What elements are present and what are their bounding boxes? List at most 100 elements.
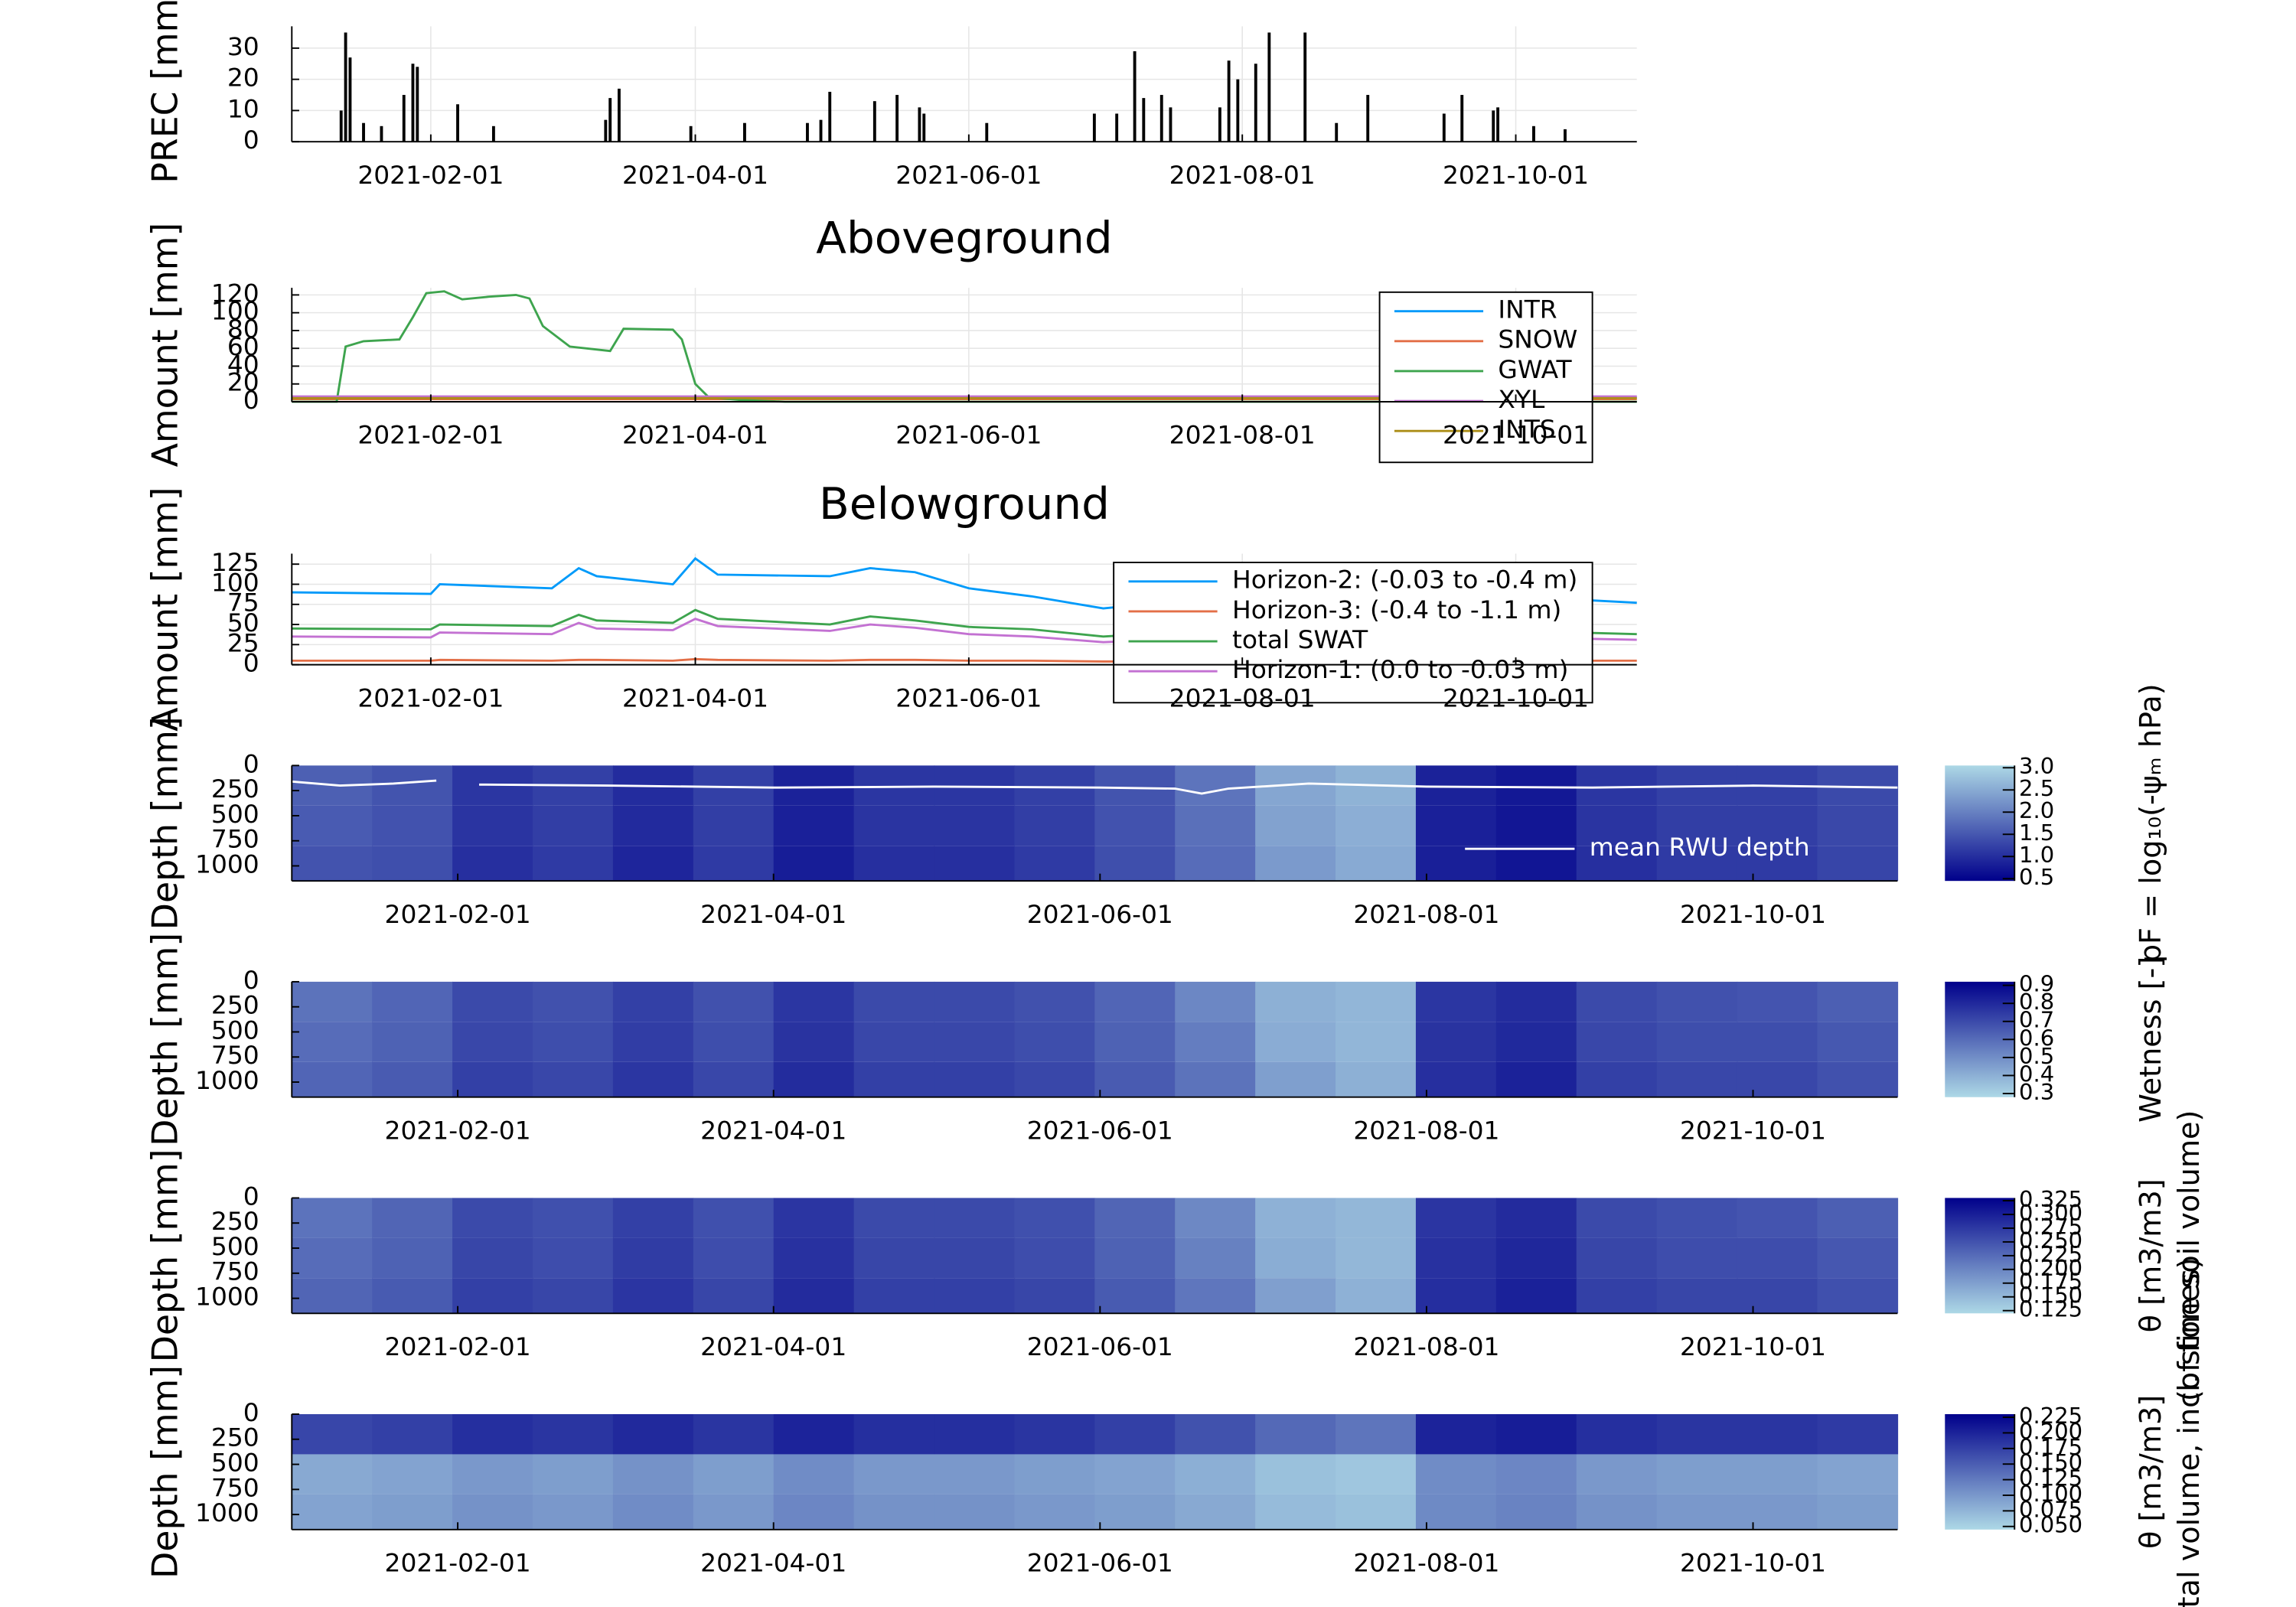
colorbar (1945, 765, 2015, 882)
heat-cell (1576, 981, 1658, 1022)
legend-label: GWAT (1498, 355, 1572, 384)
y-tick-label: 125 (211, 548, 259, 577)
heat-cell (693, 1494, 775, 1530)
heat-cell (612, 1278, 694, 1314)
heat-cell (1576, 1454, 1658, 1495)
y-axis-label: Amount [mm] (144, 487, 185, 732)
heat-cell (1415, 981, 1497, 1022)
bar (402, 95, 406, 142)
bar (689, 125, 693, 142)
heat-cell (853, 1198, 935, 1238)
heat-cell (1175, 1414, 1256, 1455)
y-tick-label: 30 (227, 32, 259, 61)
x-tick-label: 2021-02-01 (385, 1332, 531, 1361)
x-tick-label: 2021-08-01 (1169, 684, 1316, 713)
bar (1492, 110, 1495, 142)
bar (1169, 107, 1172, 142)
x-tick-label: 2021-08-01 (1169, 161, 1316, 190)
heat-cell (934, 1494, 1016, 1530)
heat-cell (773, 846, 855, 882)
heat-cell (693, 1237, 775, 1279)
x-tick-label: 2021-08-01 (1353, 900, 1499, 929)
legend-box (1378, 291, 1593, 464)
x-tick-label: 2021-06-01 (1027, 1549, 1173, 1578)
heat-cell (1656, 1237, 1738, 1279)
colorbar-tick-label: 0.125 (2019, 1296, 2082, 1322)
heat-cell (1014, 1414, 1096, 1455)
colorbar-tick-label: 0.5 (2019, 1043, 2054, 1069)
heat-cell (1737, 1022, 1818, 1062)
bar (339, 110, 343, 142)
heat-cell (853, 1414, 935, 1455)
heat-cell (1415, 805, 1497, 846)
heat-cell (292, 1278, 373, 1314)
y-tick-label: 80 (227, 315, 259, 344)
heat-cell (693, 765, 775, 806)
colorbar-tick-label: 2.5 (2019, 775, 2054, 801)
legend-label: Horizon-3: (-0.4 to -1.1 m) (1232, 595, 1561, 624)
colorbar-tick-label: 0.200 (2019, 1255, 2082, 1281)
heat-cell (1175, 765, 1256, 806)
heat-cell (533, 1494, 614, 1530)
heat-cell (533, 1237, 614, 1279)
heat-cell (934, 1454, 1016, 1495)
heat-cell (292, 1494, 373, 1530)
heat-cell (1014, 1061, 1096, 1097)
heat-cell (773, 1414, 855, 1455)
heat-cell (1656, 1278, 1738, 1314)
bar (918, 107, 921, 142)
heat-cell (1817, 805, 1899, 846)
legend-label: SNOW (1498, 325, 1577, 354)
x-tick-label: 2021-02-01 (385, 1116, 531, 1146)
heat-cell (853, 805, 935, 846)
heat-cell (533, 1414, 614, 1455)
heat-cell (693, 981, 775, 1022)
heat-cell (773, 1454, 855, 1495)
heat-cell (372, 765, 453, 806)
bar (617, 88, 621, 142)
heat-cell (773, 1022, 855, 1062)
x-tick-label: 2021-06-01 (1027, 1332, 1173, 1361)
heat-cell (1415, 846, 1497, 882)
heat-cell (1495, 1414, 1577, 1455)
heat-cell (1495, 805, 1577, 846)
bar (1236, 79, 1240, 142)
heat-cell (1656, 1198, 1738, 1238)
heat-cell (1495, 1237, 1577, 1279)
heat-cell (1255, 981, 1336, 1022)
x-tick-label: 2021-06-01 (1027, 1116, 1173, 1146)
bar (1227, 60, 1231, 142)
colorbar-tick-label: 1.0 (2019, 842, 2054, 868)
bar (872, 101, 876, 142)
heat-cell (773, 1237, 855, 1279)
heat-cell (1175, 1454, 1256, 1495)
x-tick-label: 2021-06-01 (895, 161, 1042, 190)
heat-cell (773, 765, 855, 806)
y-tick-label: 1000 (195, 1283, 259, 1312)
heat-cell (1495, 981, 1577, 1022)
chart-title: Belowground (819, 478, 1110, 530)
x-tick-label: 2021-02-01 (357, 161, 504, 190)
heat-cell (693, 1414, 775, 1455)
heat-cell (1737, 1414, 1818, 1455)
heat-cell (1656, 1414, 1738, 1455)
heat-cell (1175, 1022, 1256, 1062)
heat-cell (1576, 1022, 1658, 1062)
y-tick-label: 750 (211, 1041, 259, 1070)
colorbar-tick-label: 0.300 (2019, 1200, 2082, 1226)
heat-cell (612, 981, 694, 1022)
heat-cell (1495, 1278, 1577, 1314)
heat-cell (1094, 846, 1176, 882)
legend-label: total SWAT (1232, 625, 1368, 654)
x-tick-label: 2021-10-01 (1443, 684, 1589, 713)
heat-cell (1336, 1414, 1417, 1455)
bar (1092, 113, 1096, 142)
bar (1496, 107, 1500, 142)
heat-cell (934, 1278, 1016, 1314)
y-tick-label: 0 (243, 386, 259, 415)
heat-cell (1014, 1237, 1096, 1279)
heat-cell (1094, 1278, 1176, 1314)
y-tick-label: 100 (211, 569, 259, 598)
heat-cell (1336, 1198, 1417, 1238)
y-tick-label: 100 (211, 297, 259, 326)
